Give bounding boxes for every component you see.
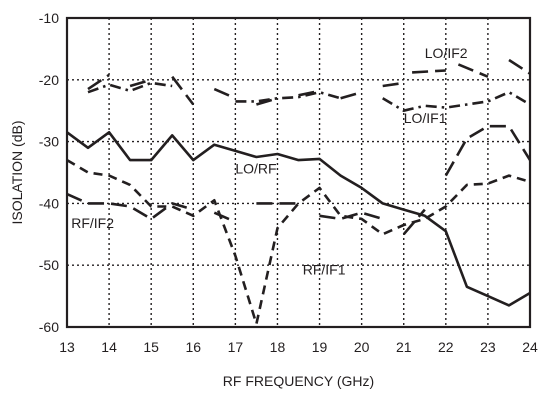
series-line (213, 211, 236, 224)
x-tick-label: 13 (59, 339, 75, 355)
series-line (87, 73, 110, 91)
y-tick-label: -20 (39, 72, 59, 88)
series-line (87, 81, 173, 94)
x-tick-label: 16 (185, 339, 201, 355)
x-tick-label: 18 (270, 339, 286, 355)
series-line (298, 89, 320, 97)
x-tick-label: 23 (480, 339, 496, 355)
series-rf-if2 (66, 124, 532, 236)
series-line (171, 75, 195, 106)
series-line (66, 192, 194, 221)
series-line (444, 124, 532, 177)
series-line (66, 158, 531, 326)
series-annotation: LO/IF1 (404, 110, 447, 126)
series-line (382, 90, 531, 112)
x-tick-label: 20 (354, 339, 370, 355)
y-tick-label: -30 (39, 134, 59, 150)
x-tick-label: 21 (396, 339, 412, 355)
series-line (319, 211, 384, 221)
series-layer (66, 58, 532, 326)
series-rf-if1 (66, 158, 531, 326)
x-tick-label: 19 (312, 339, 328, 355)
y-tick-label: -50 (39, 257, 59, 273)
series-annotation: LO/RF (235, 161, 276, 177)
series-line (412, 69, 446, 74)
series-line (402, 208, 426, 236)
series-lo-rf (66, 131, 531, 307)
y-tick-label: -10 (39, 10, 59, 26)
annotations: LO/IF2 LO/IF1 LO/RF RF/IF2 RF/IF1 (71, 45, 468, 277)
x-tick-label: 17 (228, 339, 244, 355)
series-line (340, 90, 362, 100)
series-lo-if2 (87, 58, 531, 106)
series-line (382, 81, 404, 88)
y-axis-label: ISOLATION (dB) (9, 121, 25, 225)
series-annotation: LO/IF2 (425, 45, 468, 61)
plot-frame (65, 16, 532, 329)
series-line (457, 63, 489, 78)
x-tick-labels: 13 14 15 16 17 18 19 20 21 22 23 24 (59, 339, 538, 355)
series-line (256, 97, 278, 106)
x-tick-label: 14 (101, 339, 117, 355)
y-tick-label: -40 (39, 195, 59, 211)
x-tick-label: 15 (143, 339, 159, 355)
y-tick-labels: -10 -20 -30 -40 -50 -60 (39, 10, 59, 335)
series-line (235, 90, 341, 103)
series-lo-if1 (87, 81, 531, 112)
x-axis-label: RF FREQUENCY (GHz) (223, 373, 374, 389)
series-annotation: RF/IF2 (71, 215, 114, 231)
series-line (213, 87, 236, 100)
grid (67, 18, 530, 327)
x-tick-label: 24 (522, 339, 538, 355)
series-line (66, 131, 531, 307)
y-tick-label: -60 (39, 319, 59, 335)
series-line (508, 58, 531, 75)
series-annotation: RF/IF1 (303, 261, 346, 277)
series-line (129, 78, 152, 88)
x-tick-label: 22 (438, 339, 454, 355)
